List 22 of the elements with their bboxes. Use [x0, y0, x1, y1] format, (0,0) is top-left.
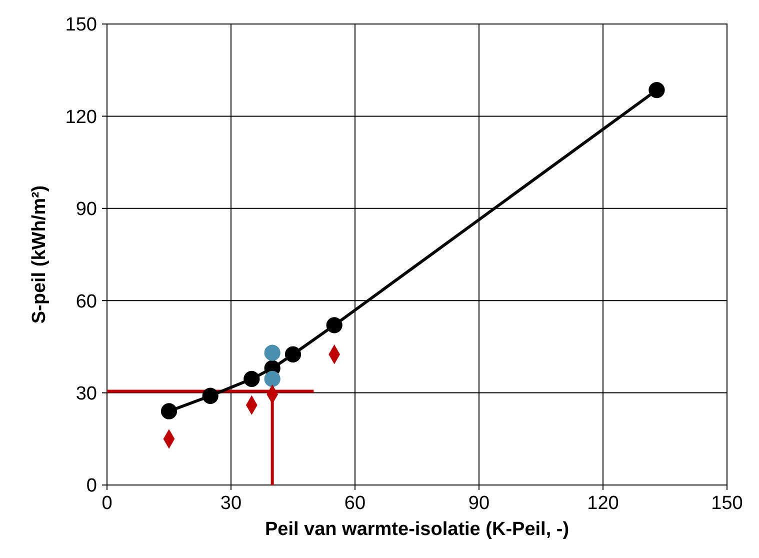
- y-axis-title: S-peil (kWh/m²): [29, 185, 50, 324]
- y-tick-label: 60: [76, 291, 97, 312]
- point: [244, 370, 260, 388]
- point: [648, 82, 665, 98]
- x-tick-label: 120: [587, 493, 619, 514]
- point: [326, 317, 342, 334]
- y-tick-label: 30: [76, 383, 97, 404]
- x-tick-label: 30: [220, 493, 242, 514]
- y-tick-label: 0: [86, 476, 97, 497]
- x-tick-label: 90: [468, 493, 490, 514]
- y-tick-label: 120: [65, 106, 97, 128]
- point: [160, 403, 178, 420]
- x-tick-label: 60: [344, 493, 366, 514]
- y-tick-label: 90: [76, 199, 97, 220]
- point: [264, 370, 280, 388]
- point: [264, 344, 280, 361]
- point: [284, 346, 302, 362]
- x-axis-title: Peil van warmte-isolatie (K-Peil, -): [264, 519, 570, 540]
- x-tick-label: 0: [102, 493, 112, 514]
- point: [202, 388, 218, 404]
- x-tick-label: 150: [711, 493, 743, 514]
- y-tick-label: 150: [65, 14, 97, 36]
